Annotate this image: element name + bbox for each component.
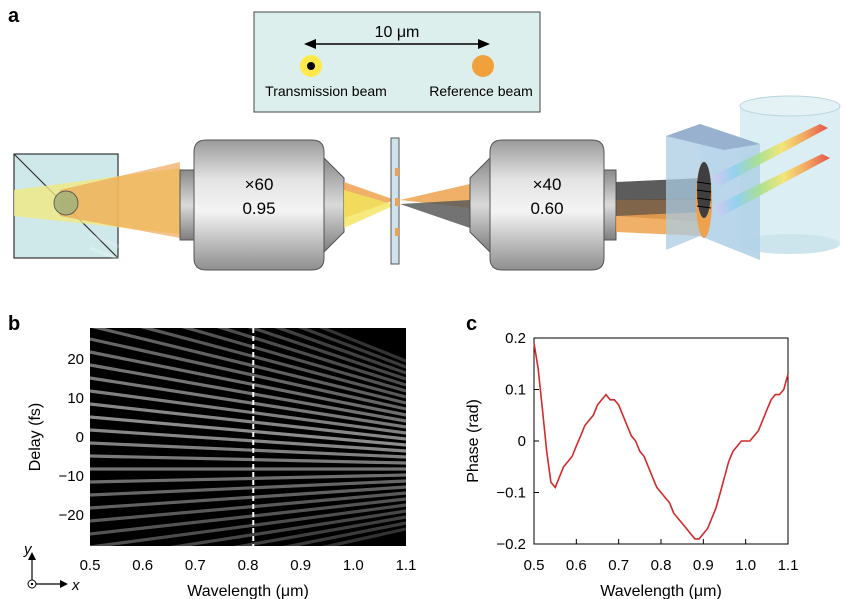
beams-center	[344, 182, 470, 228]
objective-right: ×40 0.60	[469, 139, 617, 271]
fringe-line	[89, 337, 407, 411]
phase-line	[533, 342, 789, 540]
sample-slide	[390, 137, 400, 265]
transmission-label: Transmission beam	[265, 83, 387, 99]
y-tick-label: 0	[76, 429, 84, 446]
y-tick-label: −0.1	[496, 485, 526, 502]
panel-c-letter: c	[466, 313, 477, 335]
panel-c-y-ticks: 0.2 0.1 0 −0.1 −0.2	[496, 330, 539, 553]
fringe-line	[89, 259, 407, 375]
panel-b-ylabel: Delay (fs)	[27, 403, 44, 471]
reference-label: Reference beam	[429, 83, 533, 99]
x-tick-label: 0.9	[693, 557, 714, 574]
panel-c-xlabel: Wavelength (μm)	[600, 583, 722, 599]
reference-dot	[472, 55, 494, 77]
fringe-line	[89, 324, 407, 405]
fringe-line	[89, 363, 407, 423]
x-tick-label: 1.0	[735, 557, 756, 574]
left-na-label: 0.95	[242, 199, 275, 218]
fringe-line	[89, 298, 407, 393]
panel-a-letter: a	[8, 5, 20, 27]
fringe-line	[89, 415, 407, 447]
x-tick-label: 0.8	[651, 557, 672, 574]
y-tick-label: −20	[59, 507, 84, 524]
x-tick-label: 0.9	[290, 557, 311, 574]
fringe-line	[89, 441, 407, 459]
fringe-line	[89, 402, 407, 441]
right-mag-label: ×40	[533, 175, 562, 194]
objective-left: ×60 0.95	[179, 139, 345, 271]
x-tick-label: 0.8	[238, 557, 259, 574]
y-axis-letter: y	[23, 541, 33, 558]
x-tick-label: 0.5	[80, 557, 101, 574]
x-tick-label: 0.7	[608, 557, 629, 574]
fringe-line	[89, 272, 407, 381]
x-tick-label: 0.7	[185, 557, 206, 574]
panel-b-xlabel: Wavelength (μm)	[187, 583, 309, 599]
fringe-line	[89, 376, 407, 429]
dispersed-spectra	[712, 124, 830, 216]
fringe-line	[89, 389, 407, 435]
fringe-line	[89, 454, 407, 465]
fringe-line	[89, 527, 407, 599]
x-axis-letter: x	[71, 577, 80, 594]
y-tick-label: −0.2	[496, 536, 526, 553]
panel-b-x-ticks: 0.5 0.6 0.7 0.8 0.9 1.0 1.1	[80, 557, 417, 574]
panel-b-letter: b	[8, 313, 20, 335]
fringe-line	[89, 521, 407, 588]
fringe-line	[89, 285, 407, 387]
right-na-label: 0.60	[530, 199, 563, 218]
fringe-line	[89, 479, 407, 497]
left-mag-label: ×60	[245, 175, 274, 194]
y-tick-label: 0.1	[505, 382, 526, 399]
fringe-line	[89, 503, 407, 549]
fringe-line	[89, 491, 407, 523]
x-tick-label: 1.0	[343, 557, 364, 574]
panel-c-x-ticks: 0.5 0.6 0.7 0.8 0.9 1.0 1.1	[524, 539, 799, 574]
fringe-line	[89, 350, 407, 417]
y-tick-label: 10	[67, 390, 84, 407]
x-tick-label: 1.1	[778, 557, 799, 574]
x-tick-label: 0.6	[566, 557, 587, 574]
panel-b-y-ticks: 20 10 0 −10 −20	[59, 351, 84, 524]
y-tick-label: −10	[59, 468, 84, 485]
fringe-line	[89, 428, 407, 453]
fringe-line	[89, 473, 407, 484]
beams-left	[14, 162, 180, 238]
y-tick-label: 0.2	[505, 330, 526, 347]
fringe-line	[89, 485, 407, 510]
fringe-line	[89, 311, 407, 399]
x-tick-label: 0.6	[132, 557, 153, 574]
x-tick-label: 1.1	[396, 557, 417, 574]
fringe-line	[89, 233, 407, 363]
fringe-line	[89, 246, 407, 369]
grating-prism	[666, 124, 760, 260]
panel-c-ylabel: Phase (rad)	[465, 399, 482, 483]
focus-ellipse	[696, 162, 712, 238]
y-tick-label: 20	[67, 351, 84, 368]
fringe-line	[89, 497, 407, 536]
fringe-line	[89, 515, 407, 575]
distance-label: 10 μm	[375, 24, 420, 41]
y-tick-label: 0	[518, 433, 526, 450]
fringe-line	[89, 509, 407, 562]
x-tick-label: 0.5	[524, 557, 545, 574]
interferogram-plot	[89, 233, 407, 599]
inset-box: 10 μm Transmission beam Reference beam	[253, 11, 541, 113]
axis-indicator: y x	[23, 541, 80, 594]
